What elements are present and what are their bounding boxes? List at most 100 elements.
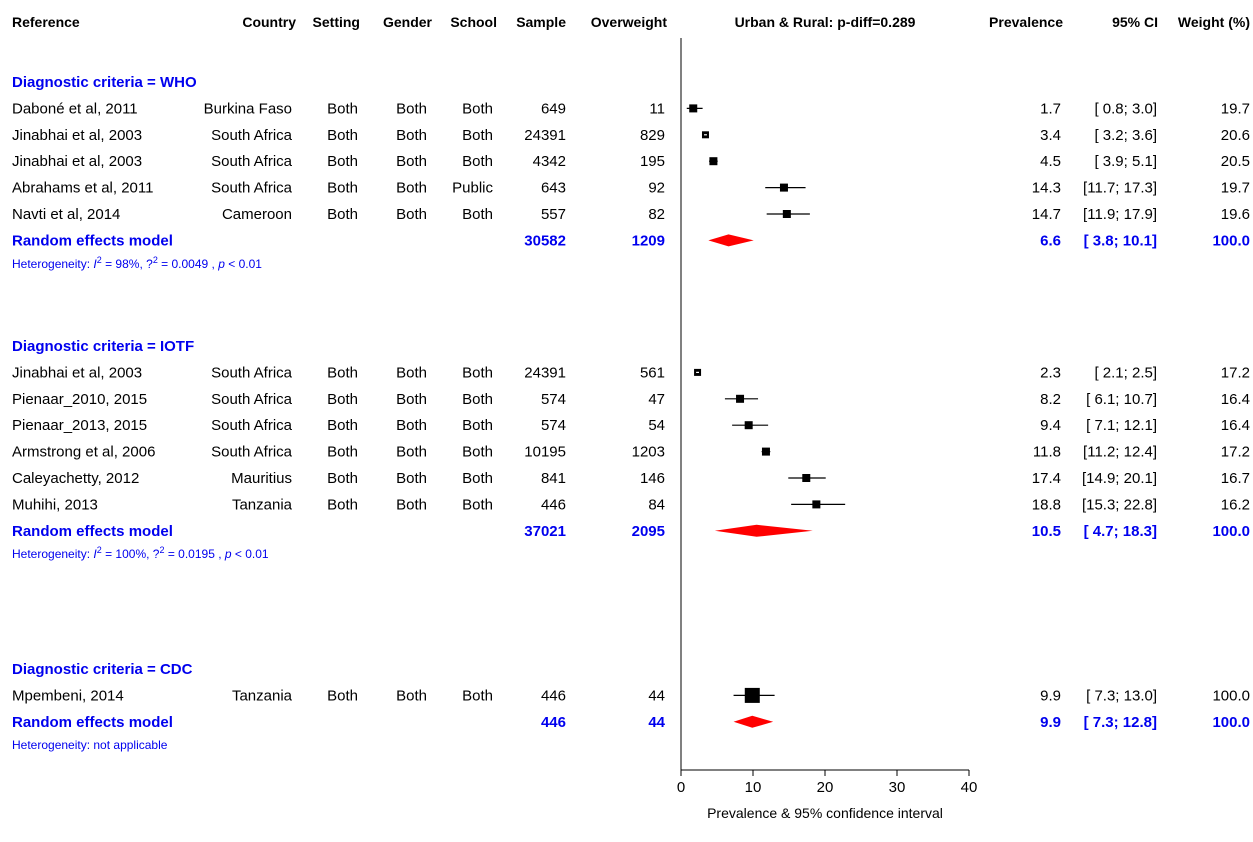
study-country: South Africa xyxy=(211,153,293,170)
summary-ci: [ 3.8; 10.1] xyxy=(1084,232,1157,249)
study-weight: 17.2 xyxy=(1221,444,1250,461)
study-setting: Both xyxy=(327,391,358,408)
study-overweight: 561 xyxy=(640,364,665,381)
study-school: Public xyxy=(452,180,493,197)
summary-label: Random effects model xyxy=(12,714,173,731)
study-reference: Pienaar_2013, 2015 xyxy=(12,417,147,434)
study-prevalence: 18.8 xyxy=(1032,496,1061,513)
study-country: Cameroon xyxy=(222,206,292,223)
study-reference: Pienaar_2010, 2015 xyxy=(12,391,147,408)
study-ci: [14.9; 20.1] xyxy=(1082,470,1157,487)
study-point xyxy=(689,104,698,113)
study-prevalence: 3.4 xyxy=(1040,127,1061,144)
study-sample: 574 xyxy=(541,391,566,408)
study-gender: Both xyxy=(396,496,427,513)
x-tick-label: 30 xyxy=(889,779,906,796)
study-prevalence: 11.8 xyxy=(1033,444,1061,461)
study-setting: Both xyxy=(327,444,358,461)
study-reference: Armstrong et al, 2006 xyxy=(12,444,155,461)
study-prevalence: 9.4 xyxy=(1040,417,1061,434)
study-reference: Mpembeni, 2014 xyxy=(12,687,124,704)
summary-diamond xyxy=(714,524,813,537)
study-sample: 446 xyxy=(541,687,566,704)
study-setting: Both xyxy=(327,153,358,170)
study-gender: Both xyxy=(396,417,427,434)
study-gender: Both xyxy=(396,180,427,197)
summary-diamond xyxy=(733,715,774,728)
summary-prevalence: 10.5 xyxy=(1032,523,1061,540)
group-label: Diagnostic criteria = CDC xyxy=(12,661,193,678)
study-weight: 19.7 xyxy=(1221,100,1250,117)
study-school: Both xyxy=(462,127,493,144)
study-reference: Abrahams et al, 2011 xyxy=(12,180,153,197)
study-setting: Both xyxy=(327,687,358,704)
study-overweight: 84 xyxy=(648,496,665,513)
x-tick-label: 40 xyxy=(961,779,978,796)
study-sample: 24391 xyxy=(524,127,566,144)
study-setting: Both xyxy=(327,417,358,434)
study-ci: [15.3; 22.8] xyxy=(1082,496,1157,513)
header-sample: Sample xyxy=(516,14,566,30)
study-school: Both xyxy=(462,417,493,434)
study-ci: [ 3.2; 3.6] xyxy=(1094,127,1157,144)
summary-sample: 446 xyxy=(541,714,566,731)
x-axis-label: Prevalence & 95% confidence interval xyxy=(707,805,943,821)
study-weight: 16.7 xyxy=(1221,470,1250,487)
header-gender: Gender xyxy=(383,14,433,30)
study-point xyxy=(744,421,753,430)
study-point xyxy=(709,157,718,166)
study-country: South Africa xyxy=(211,417,293,434)
summary-ci: [ 4.7; 18.3] xyxy=(1084,523,1157,540)
study-gender: Both xyxy=(396,206,427,223)
study-overweight: 54 xyxy=(648,417,665,434)
study-reference: Jinabhai et al, 2003 xyxy=(12,364,142,381)
study-gender: Both xyxy=(396,153,427,170)
summary-overweight: 44 xyxy=(648,714,665,731)
study-country: Burkina Faso xyxy=(204,100,292,117)
header-country: Country xyxy=(242,14,296,30)
study-sample: 4342 xyxy=(533,153,566,170)
summary-weight: 100.0 xyxy=(1212,232,1250,249)
study-weight: 19.6 xyxy=(1221,206,1250,223)
study-prevalence: 8.2 xyxy=(1040,391,1061,408)
study-prevalence: 17.4 xyxy=(1032,470,1061,487)
study-prevalence: 14.3 xyxy=(1032,180,1061,197)
study-ci: [11.7; 17.3] xyxy=(1083,180,1157,197)
study-school: Both xyxy=(462,364,493,381)
header-ci: 95% CI xyxy=(1112,14,1158,30)
study-point xyxy=(802,474,811,482)
study-gender: Both xyxy=(396,470,427,487)
study-overweight: 11 xyxy=(649,100,665,117)
study-point xyxy=(782,210,791,218)
study-sample: 643 xyxy=(541,180,566,197)
summary-weight: 100.0 xyxy=(1212,714,1250,731)
study-weight: 20.5 xyxy=(1221,153,1250,170)
study-setting: Both xyxy=(327,100,358,117)
study-prevalence: 9.9 xyxy=(1040,687,1061,704)
study-overweight: 92 xyxy=(648,180,665,197)
header-weight: Weight (%) xyxy=(1178,14,1250,30)
study-overweight: 1203 xyxy=(632,444,665,461)
header-reference: Reference xyxy=(12,14,80,30)
study-overweight: 829 xyxy=(640,127,665,144)
group-label: Diagnostic criteria = IOTF xyxy=(12,338,194,355)
study-ci: [ 7.3; 13.0] xyxy=(1086,687,1157,704)
study-setting: Both xyxy=(327,496,358,513)
summary-ci: [ 7.3; 12.8] xyxy=(1084,714,1157,731)
study-sample: 10195 xyxy=(524,444,566,461)
study-school: Both xyxy=(462,391,493,408)
study-country: South Africa xyxy=(211,444,293,461)
study-weight: 16.2 xyxy=(1221,496,1250,513)
summary-weight: 100.0 xyxy=(1212,523,1250,540)
heterogeneity-text: Heterogeneity: not applicable xyxy=(12,738,168,752)
study-setting: Both xyxy=(327,127,358,144)
study-ci: [ 6.1; 10.7] xyxy=(1086,391,1157,408)
summary-diamond xyxy=(708,234,754,247)
study-weight: 17.2 xyxy=(1221,364,1250,381)
header-school: School xyxy=(450,14,497,30)
study-country: South Africa xyxy=(211,180,293,197)
header-overweight: Overweight xyxy=(591,14,668,30)
study-sample: 574 xyxy=(541,417,566,434)
x-tick-label: 20 xyxy=(817,779,834,796)
